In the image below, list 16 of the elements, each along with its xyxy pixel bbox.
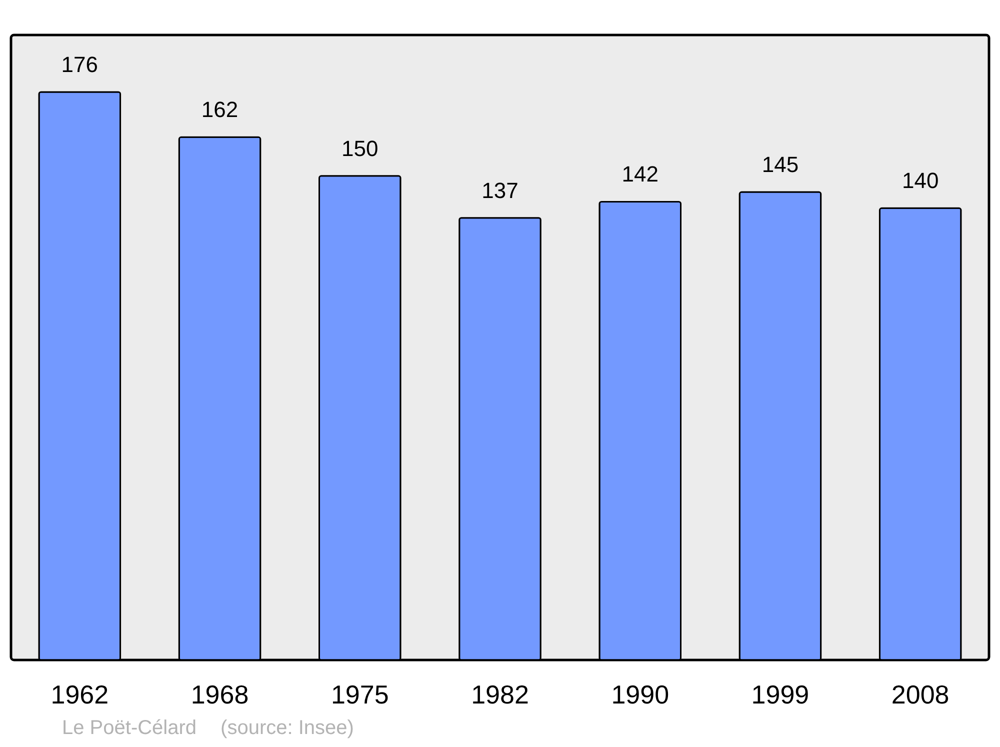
- x-tick-label: 1962: [50, 680, 109, 710]
- text: (source: Insee): [220, 717, 354, 739]
- data-label: 176: [61, 52, 98, 77]
- data-label: 137: [482, 178, 518, 203]
- data-label: 142: [622, 162, 658, 187]
- x-tick-label: 1999: [751, 680, 810, 710]
- x-tick-label: 1990: [611, 680, 670, 710]
- data-label: 162: [201, 97, 238, 122]
- text: Le Poët-Célard: [62, 717, 197, 739]
- x-tick-label: 2008: [891, 680, 950, 710]
- data-label: 140: [902, 168, 939, 194]
- x-tick-label: 1968: [190, 680, 249, 710]
- x-tick-label: 1982: [471, 680, 529, 710]
- data-label: 150: [342, 136, 378, 161]
- data-label: 145: [762, 152, 799, 178]
- x-tick-label: 1975: [330, 680, 389, 710]
